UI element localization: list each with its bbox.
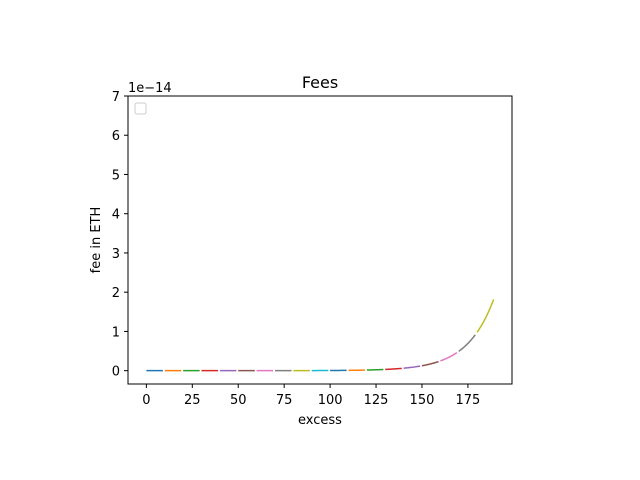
x-tick-label: 175 — [455, 393, 480, 408]
y-tick-label: 6 — [112, 129, 120, 144]
y-tick-label: 5 — [112, 168, 120, 183]
series-line-16 — [440, 351, 458, 362]
series-line-12 — [366, 368, 384, 371]
series-line-14 — [403, 365, 421, 369]
y-tick-label: 4 — [112, 208, 120, 223]
legend-box — [134, 102, 147, 115]
x-tick-label: 100 — [318, 393, 343, 408]
y-axis-offset-label: 1e−14 — [128, 81, 172, 96]
y-tick-label: 3 — [112, 247, 120, 262]
chart-title: Fees — [302, 73, 338, 92]
y-tick-label: 7 — [112, 90, 120, 105]
y-tick-label: 2 — [112, 286, 120, 301]
x-axis: 0 25 50 75 100 125 150 175 — [142, 384, 480, 408]
y-axis: 0 1 2 3 4 5 6 7 — [112, 90, 128, 380]
y-tick-label: 1 — [112, 325, 120, 340]
plot-frame — [127, 95, 513, 385]
x-tick-label: 75 — [276, 393, 293, 408]
series-line-17 — [458, 334, 476, 352]
x-axis-label: excess — [298, 413, 342, 428]
x-tick-label: 150 — [410, 393, 435, 408]
series-layer — [146, 299, 495, 372]
y-tick-label: 0 — [112, 365, 120, 380]
x-tick-label: 25 — [184, 393, 201, 408]
y-axis-label: fee in ETH — [89, 207, 104, 274]
x-tick-label: 0 — [142, 393, 150, 408]
x-tick-label: 125 — [364, 393, 389, 408]
series-line-18 — [476, 299, 495, 333]
series-line-15 — [421, 360, 439, 367]
x-tick-label: 50 — [230, 393, 247, 408]
series-line-13 — [385, 367, 402, 371]
